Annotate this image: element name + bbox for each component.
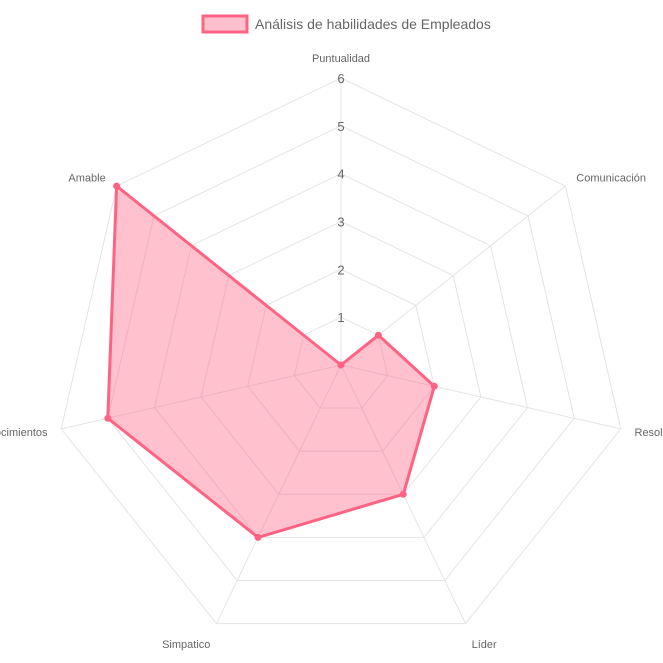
grid-ring-5: [107, 125, 575, 581]
data-point-comunicación[interactable]: [374, 331, 382, 339]
axis-label-1: Comunicación: [576, 172, 646, 184]
tick-label-3: 3: [337, 215, 344, 230]
grid-ring-1: [293, 316, 389, 409]
data-point-amable[interactable]: [113, 182, 121, 190]
legend-label[interactable]: Análisis de habilidades de Empleados: [255, 16, 491, 32]
data-point-conocimientos[interactable]: [104, 414, 112, 422]
axis-label-6: Amable: [68, 172, 105, 184]
grid-ring-6: [60, 77, 622, 625]
data-point-simpatico[interactable]: [254, 533, 262, 541]
data-point-resolutivo[interactable]: [430, 382, 438, 390]
axis-label-0: Puntualidad: [312, 53, 370, 65]
radar-axis-labels: Puntualidad Comunicación Resolutivo Líder Si…: [0, 53, 663, 651]
legend-swatch[interactable]: [201, 14, 249, 34]
radar-ticks: 1 2 3 4 5 6: [337, 71, 344, 325]
data-point-líder[interactable]: [399, 490, 407, 498]
radar-grid: [60, 77, 622, 625]
axis-label-5: Conocimientos: [0, 427, 48, 439]
tick-label-1: 1: [337, 310, 344, 325]
axis-label-2: Resolutivo: [635, 427, 663, 439]
grid-ring-2: [247, 268, 435, 452]
tick-label-2: 2: [337, 262, 344, 277]
tick-label-6: 6: [337, 71, 344, 86]
data-point-puntualidad[interactable]: [337, 361, 345, 369]
grid-ring-3: [200, 220, 482, 495]
tick-label-5: 5: [337, 119, 344, 134]
tick-label-4: 4: [337, 167, 344, 182]
radar-data: [104, 182, 438, 541]
legend[interactable]: Análisis de habilidades de Empleados: [201, 14, 491, 34]
axis-spoke-2: [340, 364, 621, 430]
axis-label-4: Simpatico: [162, 639, 210, 651]
grid-ring-4: [153, 173, 529, 538]
series-area: [106, 184, 436, 539]
axis-label-3: Líder: [472, 639, 497, 651]
axis-spoke-4: [216, 364, 342, 624]
